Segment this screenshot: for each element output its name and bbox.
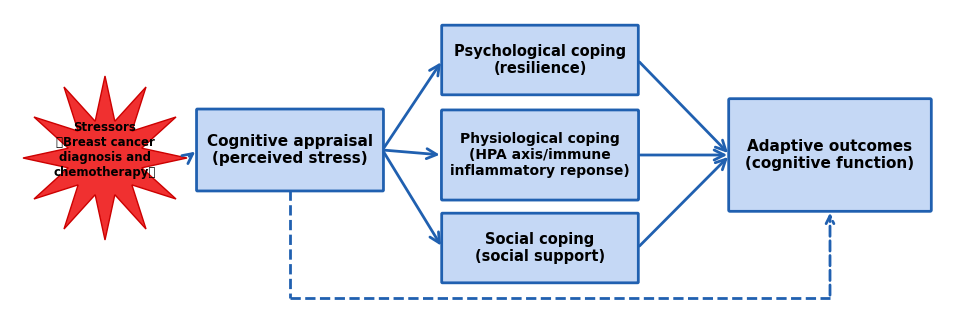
- FancyBboxPatch shape: [441, 25, 639, 95]
- Text: Stressors
（Breast cancer
diagnosis and
chemotherapy）: Stressors （Breast cancer diagnosis and c…: [54, 121, 156, 179]
- FancyBboxPatch shape: [728, 99, 931, 211]
- FancyBboxPatch shape: [441, 110, 639, 200]
- Text: Adaptive outcomes
(cognitive function): Adaptive outcomes (cognitive function): [746, 139, 915, 171]
- FancyBboxPatch shape: [441, 213, 639, 283]
- FancyBboxPatch shape: [196, 109, 384, 191]
- Text: Physiological coping
(HPA axis/immune
inflammatory reponse): Physiological coping (HPA axis/immune in…: [450, 132, 630, 178]
- Text: Psychological coping
(resilience): Psychological coping (resilience): [454, 44, 626, 76]
- Text: Cognitive appraisal
(perceived stress): Cognitive appraisal (perceived stress): [207, 134, 373, 166]
- Polygon shape: [23, 76, 187, 240]
- Text: Social coping
(social support): Social coping (social support): [475, 232, 605, 264]
